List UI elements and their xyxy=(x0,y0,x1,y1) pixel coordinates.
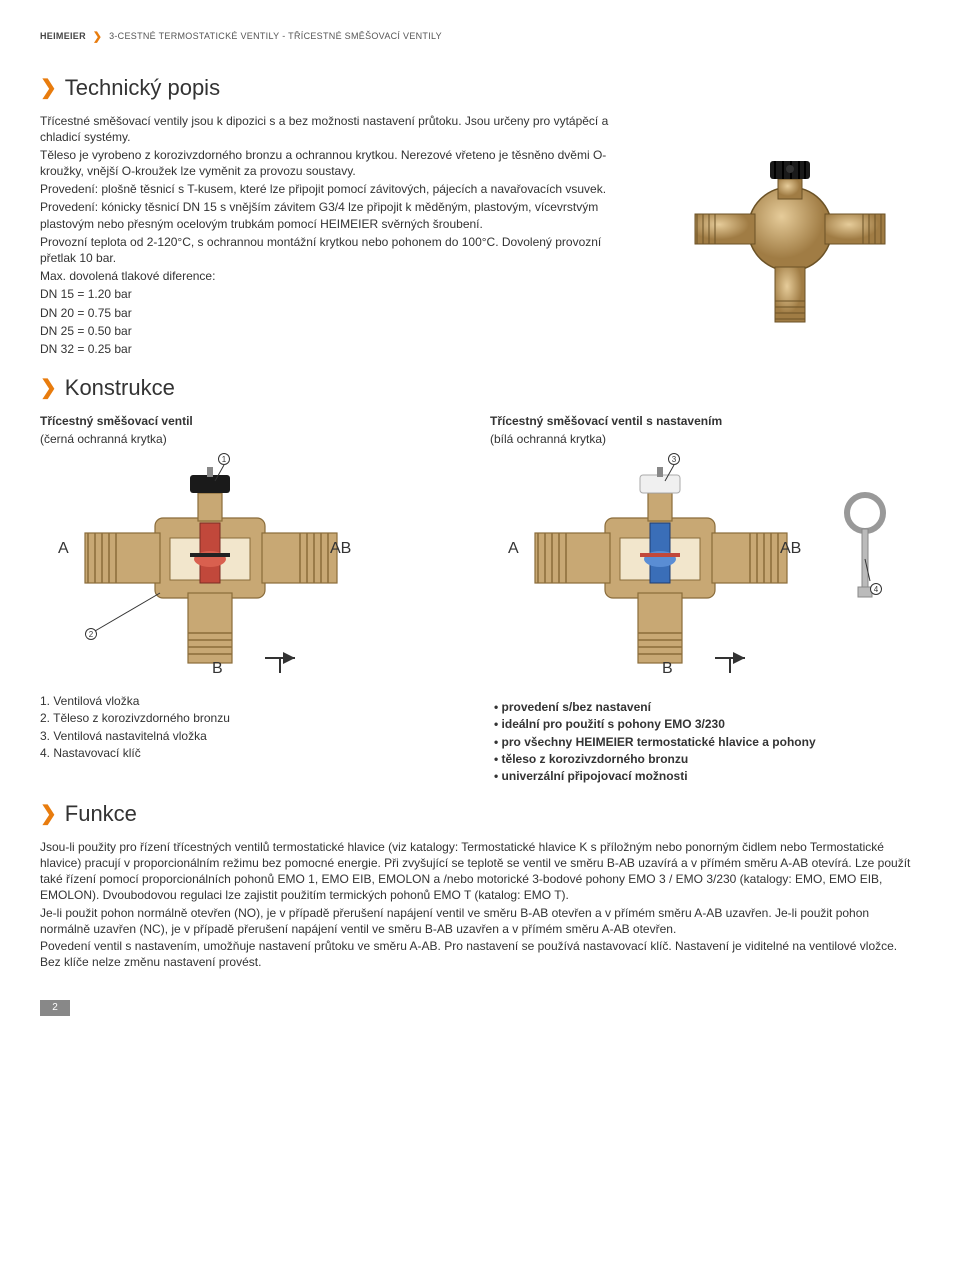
chevron-icon: ❯ xyxy=(40,78,57,98)
section-funkce-title: ❯ Funkce xyxy=(40,799,920,829)
page-number: 2 xyxy=(40,1000,70,1016)
feature-2: • ideální pro použití s pohony EMO 3/230 xyxy=(494,717,725,731)
tech-p3: Provedení: plošně těsnicí s T-kusem, kte… xyxy=(40,181,640,197)
crumb-2: TŘÍCESTNÉ SMĚŠOVACÍ VENTILY xyxy=(288,31,442,41)
feature-4: • těleso z korozivzdorného bronzu xyxy=(494,752,688,766)
port-ab-r: AB xyxy=(780,538,801,560)
spec-dn32: DN 32 = 0.25 bar xyxy=(40,341,640,357)
legend-1: 1. Ventilová vložka xyxy=(40,693,466,709)
feature-5: • univerzální připojovací možnosti xyxy=(494,769,688,783)
legend-3: 3. Ventilová nastavitelná vložka xyxy=(40,728,466,744)
chevron-icon: ❯ xyxy=(93,30,103,45)
features-list: • provedení s/bez nastavení • ideální pr… xyxy=(494,699,920,785)
legend-list: 1. Ventilová vložka 2. Těleso z korozivz… xyxy=(40,693,466,785)
crumb-1: 3-CESTNÉ TERMOSTATICKÉ VENTILY xyxy=(109,31,279,41)
konstrukce-left: Třícestný směšovací ventil (černá ochran… xyxy=(40,413,462,683)
tech-p2: Těleso je vyrobeno z korozivzdorného bro… xyxy=(40,147,640,179)
konstrukce-row: Třícestný směšovací ventil (černá ochran… xyxy=(40,413,920,683)
port-a: A xyxy=(58,538,69,560)
section-tech-popis-title: ❯ Technický popis xyxy=(40,73,920,103)
left-subtitle: (černá ochranná krytka) xyxy=(40,431,462,447)
section-title-text: Funkce xyxy=(65,799,137,829)
spec-dn25: DN 25 = 0.50 bar xyxy=(40,323,640,339)
page-number-box: 2 xyxy=(40,1000,920,1016)
port-a-r: A xyxy=(508,538,519,560)
left-valve-diagram: 1 2 A AB B xyxy=(40,453,462,683)
valve-product-icon xyxy=(675,119,905,339)
konstrukce-right: Třícestný směšovací ventil s nastavením … xyxy=(490,413,920,683)
feature-1: • provedení s/bez nastavení xyxy=(494,700,651,714)
tech-p1: Třícestné směšovací ventily jsou k dipoz… xyxy=(40,113,640,145)
chevron-icon: ❯ xyxy=(40,804,57,824)
spec-dn15: DN 15 = 1.20 bar xyxy=(40,286,640,302)
section-konstrukce-title: ❯ Konstrukce xyxy=(40,373,920,403)
funkce-p3: Povedení ventil s nastavením, umožňuje n… xyxy=(40,938,920,970)
right-title: Třícestný směšovací ventil s nastavením xyxy=(490,414,722,428)
funkce-p2: Je-li použit pohon normálně otevřen (NO)… xyxy=(40,905,920,937)
port-b: B xyxy=(212,658,223,680)
left-title: Třícestný směšovací ventil xyxy=(40,414,193,428)
tech-popis-text: Třícestné směšovací ventily jsou k dipoz… xyxy=(40,113,640,360)
port-b-r: B xyxy=(662,658,673,680)
section-title-text: Technický popis xyxy=(65,73,220,103)
header-breadcrumb: HEIMEIER ❯ 3-CESTNÉ TERMOSTATICKÉ VENTIL… xyxy=(40,30,920,45)
tech-p6: Max. dovolená tlakové diference: xyxy=(40,268,640,284)
brand: HEIMEIER xyxy=(40,31,86,41)
valve-cutaway-right-icon xyxy=(490,453,920,683)
funkce-text: Jsou-li použity pro řízení třícestných v… xyxy=(40,839,920,971)
product-photo xyxy=(660,113,920,360)
legend-4: 4. Nastavovací klíč xyxy=(40,745,466,761)
funkce-p1: Jsou-li použity pro řízení třícestných v… xyxy=(40,839,920,904)
chevron-icon: ❯ xyxy=(40,378,57,398)
right-subtitle: (bílá ochranná krytka) xyxy=(490,431,920,447)
right-valve-diagram: 3 4 A AB B xyxy=(490,453,920,683)
tech-popis-row: Třícestné směšovací ventily jsou k dipoz… xyxy=(40,113,920,360)
tech-p5: Provozní teplota od 2-120°C, s ochrannou… xyxy=(40,234,640,266)
legend-2: 2. Těleso z korozivzdorného bronzu xyxy=(40,710,466,726)
valve-cutaway-left-icon xyxy=(40,453,460,683)
section-title-text: Konstrukce xyxy=(65,373,175,403)
spec-dn20: DN 20 = 0.75 bar xyxy=(40,305,640,321)
feature-3: • pro všechny HEIMEIER termostatické hla… xyxy=(494,735,816,749)
port-ab: AB xyxy=(330,538,351,560)
konstrukce-lower-row: 1. Ventilová vložka 2. Těleso z korozivz… xyxy=(40,693,920,785)
tech-p4: Provedení: kónicky těsnicí DN 15 s vnějš… xyxy=(40,199,640,231)
